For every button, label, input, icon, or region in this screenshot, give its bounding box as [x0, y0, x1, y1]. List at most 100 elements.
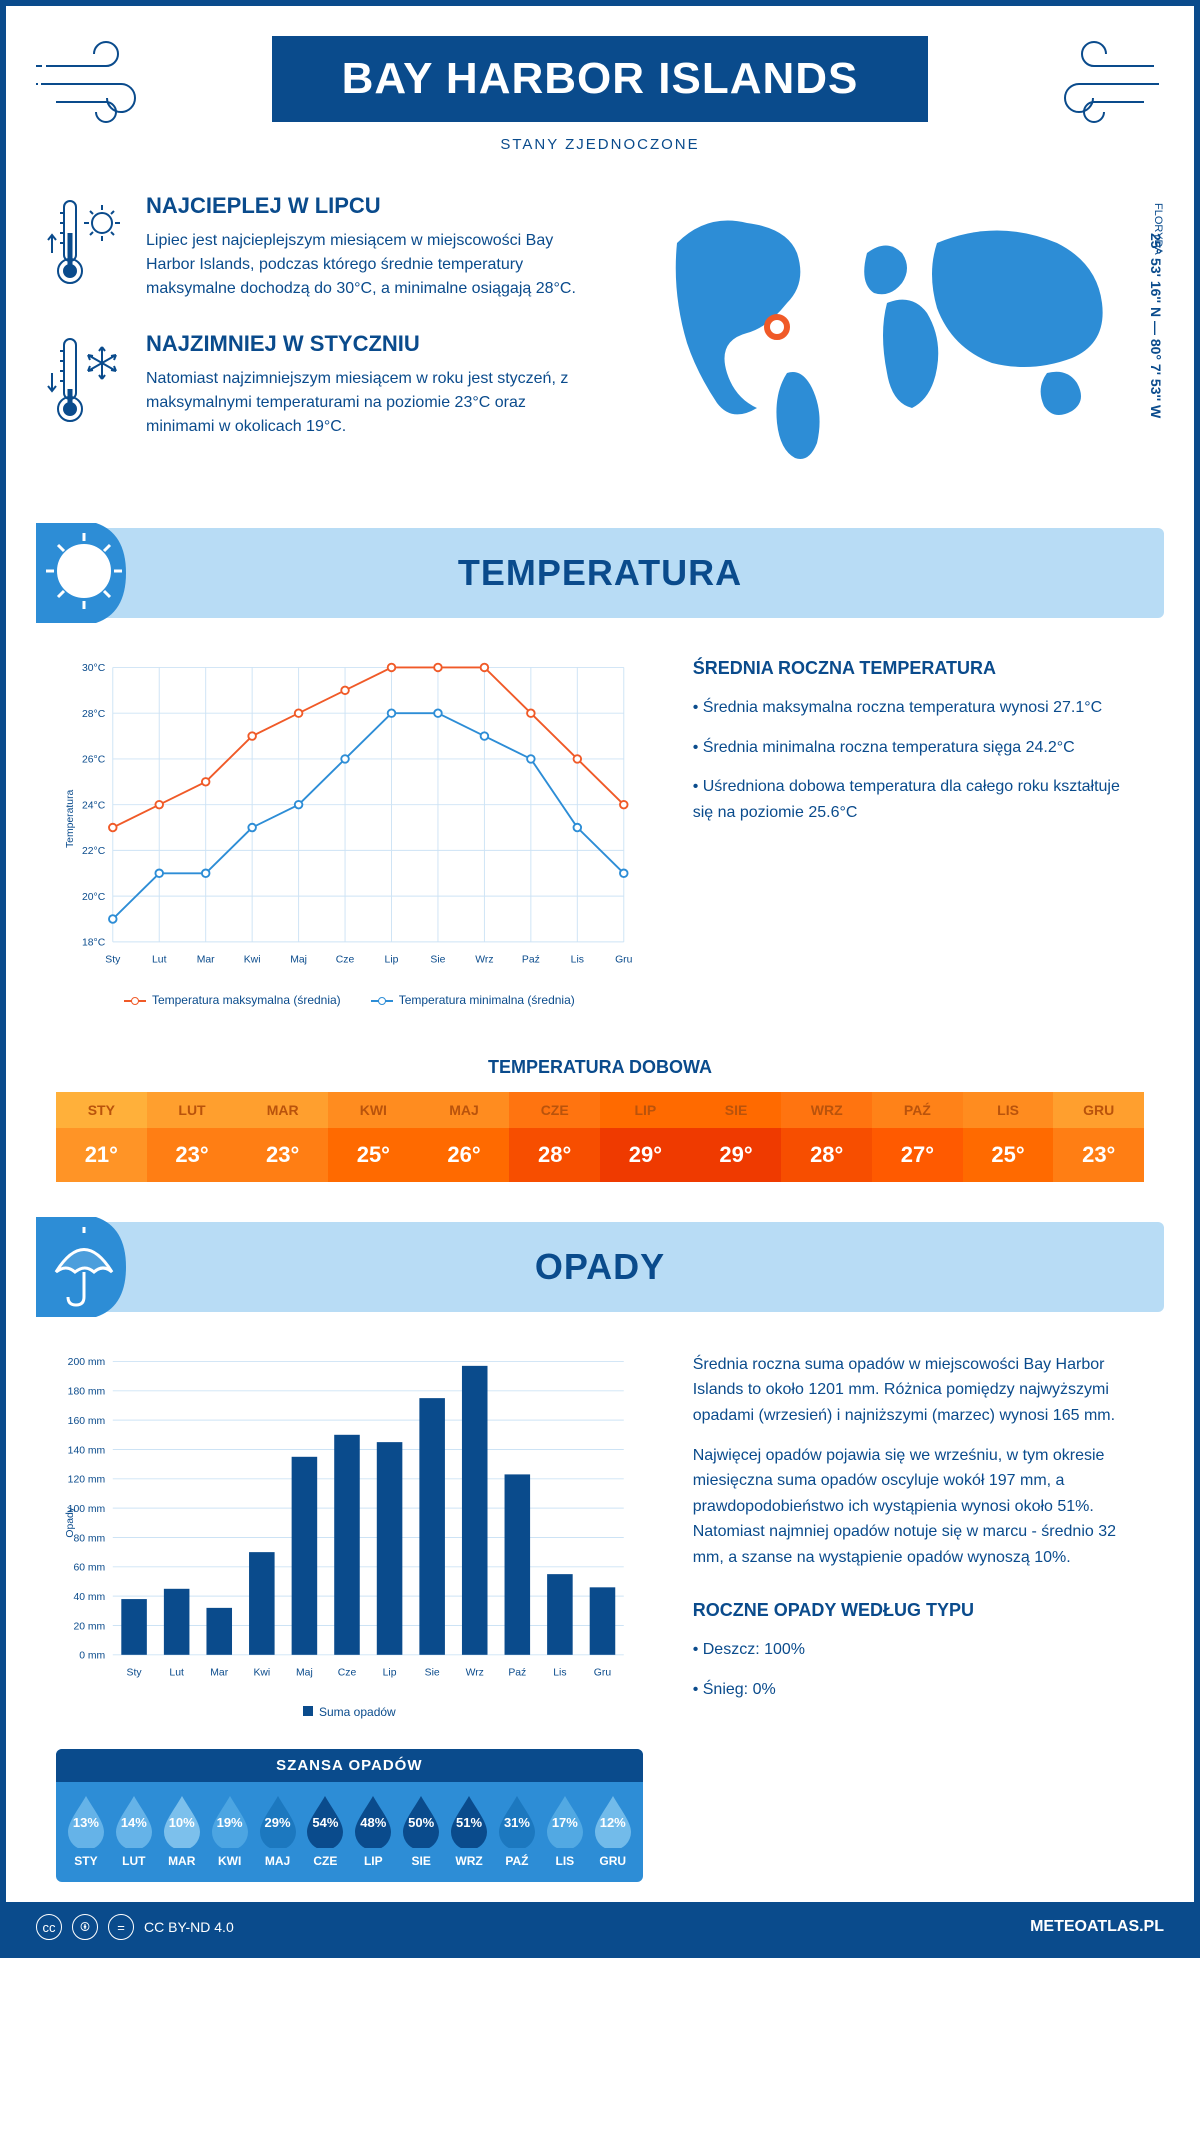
svg-text:Paź: Paź	[508, 1667, 526, 1678]
raindrop-icon: 14%	[112, 1794, 156, 1848]
drop-month: MAJ	[254, 1854, 302, 1868]
svg-text:Temperatura: Temperatura	[65, 789, 76, 848]
page-subtitle: STANY ZJEDNOCZONE	[6, 136, 1194, 153]
rain-legend-label: Suma opadów	[319, 1705, 396, 1719]
svg-text:Kwi: Kwi	[253, 1667, 270, 1678]
drop-item: 29% MAJ	[254, 1794, 302, 1868]
license-text: CC BY-ND 4.0	[144, 1919, 234, 1935]
page-title: BAY HARBOR ISLANDS	[272, 36, 929, 122]
temp-bullet-0: • Średnia maksymalna roczna temperatura …	[693, 695, 1144, 721]
drop-item: 50% SIE	[397, 1794, 445, 1868]
svg-text:26°C: 26°C	[82, 755, 106, 766]
temp-bullet-2: • Uśredniona dobowa temperatura dla całe…	[693, 774, 1144, 825]
temp-cell: SIE 29°	[691, 1092, 782, 1182]
temp-cell: LIP 29°	[600, 1092, 691, 1182]
drop-pct: 14%	[121, 1815, 147, 1830]
rain-heading: OPADY	[535, 1246, 665, 1288]
wind-icon-left	[36, 36, 176, 126]
raindrop-icon: 50%	[399, 1794, 443, 1848]
fact-coldest: NAJZIMNIEJ W STYCZNIU Natomiast najzimni…	[46, 331, 580, 439]
raindrop-icon: 29%	[256, 1794, 300, 1848]
svg-text:Lut: Lut	[152, 955, 167, 966]
drop-month: GRU	[589, 1854, 637, 1868]
legend-min: Temperatura minimalna (średnia)	[399, 993, 575, 1007]
map-marker-icon	[767, 317, 787, 337]
svg-text:Kwi: Kwi	[244, 955, 261, 966]
rain-info: Średnia roczna suma opadów w miejscowośc…	[693, 1352, 1144, 1883]
rain-chart: 0 mm20 mm40 mm60 mm80 mm100 mm120 mm140 …	[56, 1352, 643, 1883]
rain-section-header: OPADY	[36, 1222, 1164, 1312]
drop-pct: 13%	[73, 1815, 99, 1830]
drop-month: STY	[62, 1854, 110, 1868]
raindrop-icon: 54%	[303, 1794, 347, 1848]
fact-warm-text: Lipiec jest najcieplejszym miesiącem w m…	[146, 229, 580, 301]
svg-text:Sty: Sty	[105, 955, 121, 966]
raindrop-icon: 13%	[64, 1794, 108, 1848]
nd-icon: =	[108, 1914, 134, 1940]
rain-type-1: • Śnieg: 0%	[693, 1677, 1144, 1703]
svg-text:Lut: Lut	[169, 1667, 184, 1678]
map-column: FLORYDA 25° 53' 16'' N — 80° 7' 53'' W	[620, 193, 1154, 478]
svg-text:40 mm: 40 mm	[73, 1592, 105, 1603]
temp-cell: PAŹ 27°	[872, 1092, 963, 1182]
svg-text:Paź: Paź	[522, 955, 540, 966]
rain-type-0: • Deszcz: 100%	[693, 1637, 1144, 1663]
drop-item: 12% GRU	[589, 1794, 637, 1868]
raindrop-icon: 31%	[495, 1794, 539, 1848]
site-name: METEOATLAS.PL	[1030, 1918, 1164, 1936]
fact-cold-text: Natomiast najzimniejszym miesiącem w rok…	[146, 367, 580, 439]
temp-cell: LIS 25°	[963, 1092, 1054, 1182]
rain-chance-panel: SZANSA OPADÓW 13% STY 14% LUT 10% MA	[56, 1749, 643, 1882]
svg-text:Maj: Maj	[290, 955, 307, 966]
drop-month: SIE	[397, 1854, 445, 1868]
svg-text:Wrz: Wrz	[466, 1667, 484, 1678]
svg-text:Maj: Maj	[296, 1667, 313, 1678]
rain-info-p2: Najwięcej opadów pojawia się we wrześniu…	[693, 1443, 1144, 1571]
svg-text:Sty: Sty	[127, 1667, 143, 1678]
svg-text:Mar: Mar	[197, 955, 215, 966]
temp-cell: CZE 28°	[509, 1092, 600, 1182]
svg-text:30°C: 30°C	[82, 663, 106, 674]
drop-month: KWI	[206, 1854, 254, 1868]
drop-item: 51% WRZ	[445, 1794, 493, 1868]
drop-month: MAR	[158, 1854, 206, 1868]
svg-text:Gru: Gru	[615, 955, 633, 966]
umbrella-icon	[36, 1217, 146, 1317]
temp-cell: KWI 25°	[328, 1092, 419, 1182]
svg-text:160 mm: 160 mm	[68, 1416, 106, 1427]
rain-chance-heading: SZANSA OPADÓW	[56, 1749, 643, 1782]
drop-pct: 17%	[552, 1815, 578, 1830]
drop-month: WRZ	[445, 1854, 493, 1868]
coords-label: 25° 53' 16'' N — 80° 7' 53'' W	[1148, 233, 1164, 418]
temp-heading: TEMPERATURA	[458, 552, 742, 594]
drop-item: 48% LIP	[349, 1794, 397, 1868]
svg-text:24°C: 24°C	[82, 800, 106, 811]
raindrop-icon: 19%	[208, 1794, 252, 1848]
svg-text:Cze: Cze	[338, 1667, 357, 1678]
svg-text:18°C: 18°C	[82, 938, 106, 949]
raindrop-icon: 10%	[160, 1794, 204, 1848]
license-block: cc 🅯 = CC BY-ND 4.0	[36, 1914, 234, 1940]
thermometer-cold-icon	[46, 331, 126, 431]
svg-text:20°C: 20°C	[82, 892, 106, 903]
temp-cell: LUT 23°	[147, 1092, 238, 1182]
svg-text:200 mm: 200 mm	[68, 1357, 106, 1368]
svg-text:20 mm: 20 mm	[73, 1621, 105, 1632]
svg-text:Lis: Lis	[553, 1667, 566, 1678]
drop-item: 19% KWI	[206, 1794, 254, 1868]
legend-max: Temperatura maksymalna (średnia)	[152, 993, 341, 1007]
svg-text:Lip: Lip	[385, 955, 399, 966]
rain-body: 0 mm20 mm40 mm60 mm80 mm100 mm120 mm140 …	[6, 1332, 1194, 1903]
intro-section: NAJCIEPLEJ W LIPCU Lipiec jest najcieple…	[6, 163, 1194, 508]
drop-month: PAŹ	[493, 1854, 541, 1868]
sun-icon	[36, 523, 146, 623]
raindrop-icon: 12%	[591, 1794, 635, 1848]
temp-chart: 18°C20°C22°C24°C26°C28°C30°CStyLutMarKwi…	[56, 658, 643, 1007]
svg-text:140 mm: 140 mm	[68, 1445, 106, 1456]
svg-text:Lip: Lip	[383, 1667, 397, 1678]
fact-cold-title: NAJZIMNIEJ W STYCZNIU	[146, 331, 580, 357]
temp-legend: Temperatura maksymalna (średnia) Tempera…	[56, 993, 643, 1007]
svg-text:Mar: Mar	[210, 1667, 228, 1678]
drop-item: 13% STY	[62, 1794, 110, 1868]
temp-body: 18°C20°C22°C24°C26°C28°C30°CStyLutMarKwi…	[6, 638, 1194, 1027]
